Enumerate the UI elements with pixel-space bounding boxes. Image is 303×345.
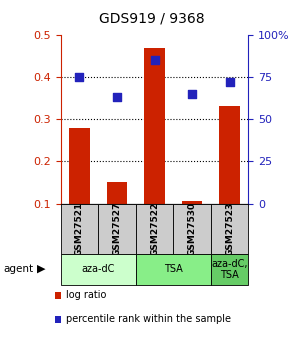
- Text: aza-dC: aza-dC: [82, 264, 115, 274]
- Text: log ratio: log ratio: [66, 290, 106, 300]
- Bar: [136, 254, 211, 285]
- Bar: [55, 316, 61, 323]
- Bar: [61, 204, 98, 254]
- Point: [152, 57, 157, 63]
- Bar: [69, 128, 90, 204]
- Bar: [219, 106, 240, 204]
- Point: [77, 74, 82, 80]
- Bar: [61, 254, 136, 285]
- Bar: [211, 254, 248, 285]
- Text: TSA: TSA: [164, 264, 183, 274]
- Text: GDS919 / 9368: GDS919 / 9368: [99, 12, 204, 26]
- Bar: [173, 204, 211, 254]
- Point: [227, 79, 232, 85]
- Text: GSM27521: GSM27521: [75, 201, 84, 256]
- Text: ▶: ▶: [37, 264, 45, 274]
- Point: [190, 91, 195, 97]
- Text: percentile rank within the sample: percentile rank within the sample: [66, 315, 231, 324]
- Bar: [182, 200, 202, 204]
- Text: GSM27530: GSM27530: [188, 201, 197, 256]
- Text: aza-dC,
TSA: aza-dC, TSA: [211, 259, 248, 279]
- Text: agent: agent: [3, 264, 33, 274]
- Bar: [98, 204, 136, 254]
- Point: [115, 94, 119, 100]
- Text: GSM27527: GSM27527: [112, 201, 122, 256]
- Text: GSM27522: GSM27522: [150, 201, 159, 256]
- Text: GSM27523: GSM27523: [225, 201, 234, 256]
- Bar: [136, 204, 173, 254]
- Bar: [107, 181, 127, 204]
- Bar: [211, 204, 248, 254]
- Bar: [144, 48, 165, 204]
- Bar: [55, 292, 61, 299]
